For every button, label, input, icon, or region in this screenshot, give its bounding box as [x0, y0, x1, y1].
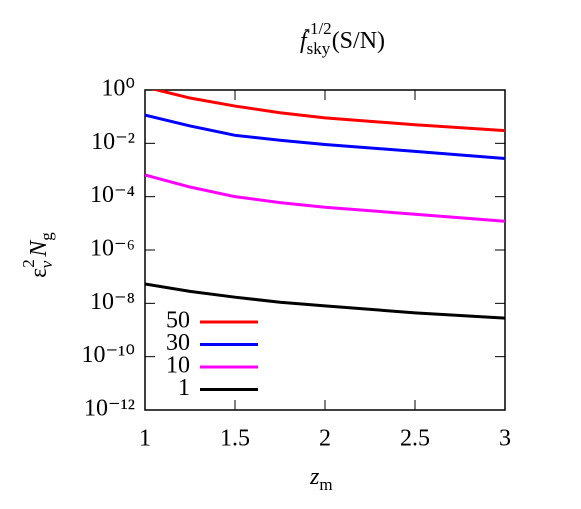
y-axis-label: ε2vNg — [19, 232, 56, 278]
y-tick-label: 10⁻¹⁰ — [82, 342, 135, 368]
y-tick-label: 10⁰ — [101, 76, 135, 102]
title-sub: sky — [307, 39, 331, 58]
xlabel-base: z — [309, 464, 320, 490]
legend-label: 1 — [178, 375, 190, 401]
xlabel-sub: m — [319, 475, 332, 494]
title-rest: (S/N) — [332, 28, 385, 54]
legend-label: 30 — [166, 330, 190, 356]
series-line — [145, 173, 505, 223]
ylabel-sub: v — [37, 260, 56, 268]
y-tick-label: 10⁻⁸ — [90, 289, 135, 315]
ylabel-sub2: g — [37, 232, 56, 241]
y-tick-label: 10⁻² — [91, 129, 135, 155]
y-tick-label: 10⁻⁴ — [90, 182, 135, 208]
ylabel-base2: N — [26, 239, 52, 258]
ylabel-sup: 2 — [19, 259, 38, 268]
x-axis-label: zm — [309, 464, 333, 494]
x-tick-label: 1.5 — [220, 426, 250, 452]
x-tick-label: 2 — [319, 426, 331, 452]
plot-frame — [144, 89, 506, 411]
legend-label: 10 — [166, 353, 190, 379]
series-line — [145, 113, 505, 160]
y-tick-label: 10⁻⁶ — [90, 236, 135, 262]
title-base: f — [300, 28, 310, 54]
legend-label: 50 — [166, 308, 190, 334]
x-tick-label: 3 — [499, 426, 511, 452]
title-sup: -1/2 — [304, 19, 331, 38]
y-tick-label: 10⁻¹² — [84, 396, 135, 422]
chart-title: fsky-1/2(S/N) — [300, 19, 385, 58]
x-tick-label: 1 — [139, 426, 151, 452]
series-line — [145, 282, 505, 320]
ylabel-base: ε — [26, 268, 52, 278]
series-line — [151, 90, 505, 133]
x-tick-label: 2.5 — [400, 426, 430, 452]
